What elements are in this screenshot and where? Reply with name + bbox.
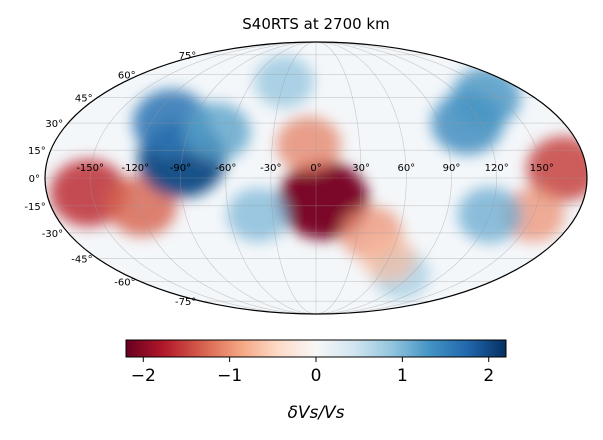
lon-tick-label: -60° [215, 163, 236, 174]
lat-tick-label: 0° [29, 174, 40, 185]
chart-title: S40RTS at 2700 km [242, 15, 389, 33]
lat-tick-label: -30° [42, 229, 63, 240]
colorbar-tick-label: −2 [131, 366, 156, 386]
lat-tick-label: 75° [179, 51, 197, 62]
map-outline [44, 41, 588, 315]
colorbar-tick-label: 0 [311, 366, 322, 386]
colorbar-label: δVs/Vs [287, 403, 344, 423]
lon-tick-label: 30° [352, 163, 370, 174]
lat-tick-label: -75° [175, 297, 196, 308]
lat-tick-label: 60° [118, 70, 136, 81]
colorbar-ticks: −2 −1 0 1 2 [131, 357, 494, 386]
lat-tick-label: 15° [28, 146, 46, 157]
lat-tick-label: 30° [45, 119, 63, 130]
colorbar-tick-label: 2 [483, 366, 494, 386]
lon-tick-label: 150° [530, 163, 554, 174]
lat-tick-label: 45° [75, 93, 93, 104]
longitude-tick-labels: -150° -120° -90° -60° -30° 0° 30° 60° 90° 120° 150… [76, 163, 554, 174]
lon-tick-label: 60° [397, 163, 415, 174]
anomaly-fast-south-atlantic [226, 187, 290, 242]
lon-tick-label: -150° [76, 163, 104, 174]
lat-tick-label: -45° [71, 255, 92, 266]
lon-tick-label: 90° [443, 163, 461, 174]
lon-tick-label: -90° [170, 163, 191, 174]
lon-tick-label: 120° [485, 163, 509, 174]
lat-tick-label: -60° [114, 278, 135, 289]
colorbar-tick-label: 1 [397, 366, 408, 386]
latitude-tick-labels: 75° 60° 45° 30° 15° 0° -15° -30° -45° -60° -75° [24, 51, 196, 308]
lon-tick-label: 0° [310, 163, 321, 174]
lon-tick-label: -120° [121, 163, 149, 174]
colorbar-tick-label: −1 [217, 366, 242, 386]
anomaly-african-llsvp-north [276, 116, 342, 173]
map-area [44, 41, 588, 315]
lat-tick-label: -15° [24, 202, 45, 213]
anomaly-fast-caribbean [183, 102, 251, 162]
lon-tick-label: -30° [260, 163, 281, 174]
colorbar-gradient [125, 339, 507, 358]
colorbar: −2 −1 0 1 2 δVs/Vs [125, 339, 507, 423]
